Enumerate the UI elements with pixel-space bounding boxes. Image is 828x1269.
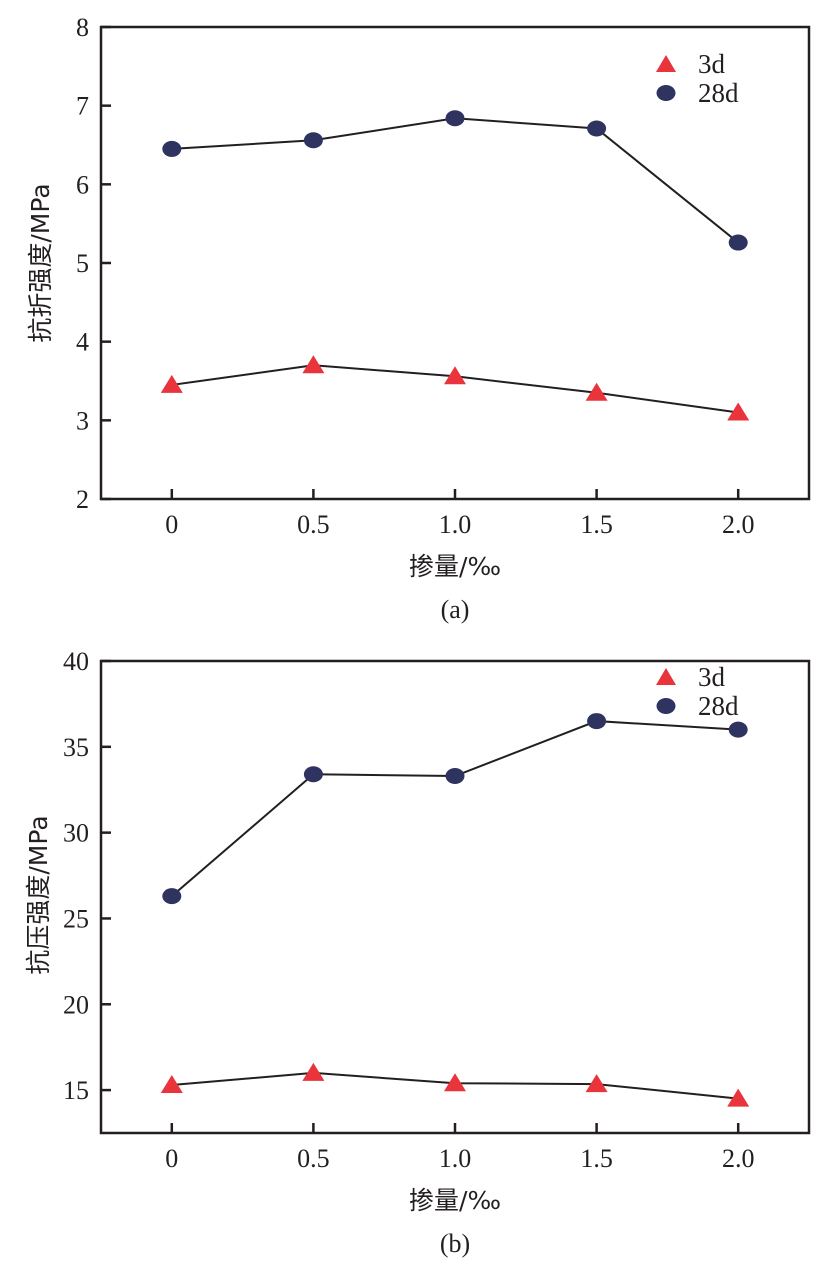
x-axis-label-a: 掺量/‰ xyxy=(409,552,501,581)
point-3d-marker xyxy=(160,374,183,393)
series-line-28d xyxy=(171,117,739,244)
point-28d-marker xyxy=(587,120,607,137)
caption-b: (b) xyxy=(440,1229,470,1258)
y-tick-label: 15 xyxy=(63,1076,89,1105)
point-3d-marker xyxy=(444,366,466,385)
x-tick-label: 1.0 xyxy=(439,1144,472,1173)
legend-label-28d: 28d xyxy=(698,691,739,721)
point-28d-marker xyxy=(445,110,465,127)
y-axis-label-a: 抗折强度/MPa xyxy=(26,183,55,342)
legend-marker-3d xyxy=(656,668,676,685)
caption-a: (a) xyxy=(441,595,470,624)
y-tick-label: 8 xyxy=(76,13,89,42)
point-3d-marker xyxy=(444,1073,466,1092)
legend-marker-3d xyxy=(656,55,676,72)
point-28d-marker xyxy=(445,767,465,784)
x-tick-label: 2.0 xyxy=(722,1144,755,1173)
point-28d-marker xyxy=(303,132,323,149)
y-tick-label: 30 xyxy=(63,819,89,848)
y-tick-label: 35 xyxy=(63,733,89,762)
x-tick-label: 1.5 xyxy=(580,510,613,539)
x-axis-label-b: 掺量/‰ xyxy=(409,1186,501,1215)
plot-frame-b xyxy=(99,659,811,1135)
y-tick-label: 25 xyxy=(63,904,89,933)
x-tick-label: 1.5 xyxy=(580,1144,613,1173)
point-3d-marker xyxy=(302,1062,325,1081)
x-tick-label: 1.0 xyxy=(439,510,472,539)
point-28d-marker xyxy=(728,721,748,738)
y-axis-label-b: 抗压强度/MPa xyxy=(24,815,53,974)
point-28d-marker xyxy=(162,140,182,157)
point-28d-marker xyxy=(162,888,182,905)
y-tick-label: 7 xyxy=(76,92,89,121)
x-tick-label: 0 xyxy=(165,1144,178,1173)
point-28d-marker xyxy=(728,234,748,251)
point-3d-marker xyxy=(585,382,608,401)
legend-label-3d: 3d xyxy=(698,49,726,79)
y-tick-label: 40 xyxy=(63,647,89,676)
point-3d-marker xyxy=(727,1088,750,1107)
y-tick-label: 4 xyxy=(76,328,89,357)
y-tick-label: 20 xyxy=(63,990,89,1019)
point-28d-marker xyxy=(587,713,607,730)
point-28d-marker xyxy=(303,766,323,783)
point-3d-marker xyxy=(727,402,750,421)
legend-label-3d: 3d xyxy=(698,662,726,692)
y-tick-label: 3 xyxy=(76,406,89,435)
point-3d-marker xyxy=(585,1074,608,1093)
legend-marker-28d xyxy=(656,698,676,714)
x-tick-label: 0.5 xyxy=(297,510,330,539)
legend-label-28d: 28d xyxy=(698,78,739,108)
x-tick-label: 2.0 xyxy=(722,510,755,539)
point-3d-marker xyxy=(302,355,325,374)
y-tick-label: 5 xyxy=(76,249,89,278)
series-marks-a xyxy=(160,110,750,421)
series-marks-b xyxy=(160,713,750,1107)
point-3d-marker xyxy=(160,1074,183,1093)
x-tick-label: 0 xyxy=(165,510,178,539)
legend-marker-28d xyxy=(656,85,676,101)
y-tick-label: 2 xyxy=(76,485,89,514)
y-tick-label: 6 xyxy=(76,170,89,199)
x-tick-label: 0.5 xyxy=(297,1144,330,1173)
axes-ticks-b: 15 20 25 30 35 40 0 0.5 1.0 1.5 2.0 xyxy=(63,647,754,1173)
series-line-28d xyxy=(171,720,739,897)
axes-ticks-a: 2 3 4 5 6 7 8 0 0.5 1.0 1.5 2.0 xyxy=(76,13,754,539)
